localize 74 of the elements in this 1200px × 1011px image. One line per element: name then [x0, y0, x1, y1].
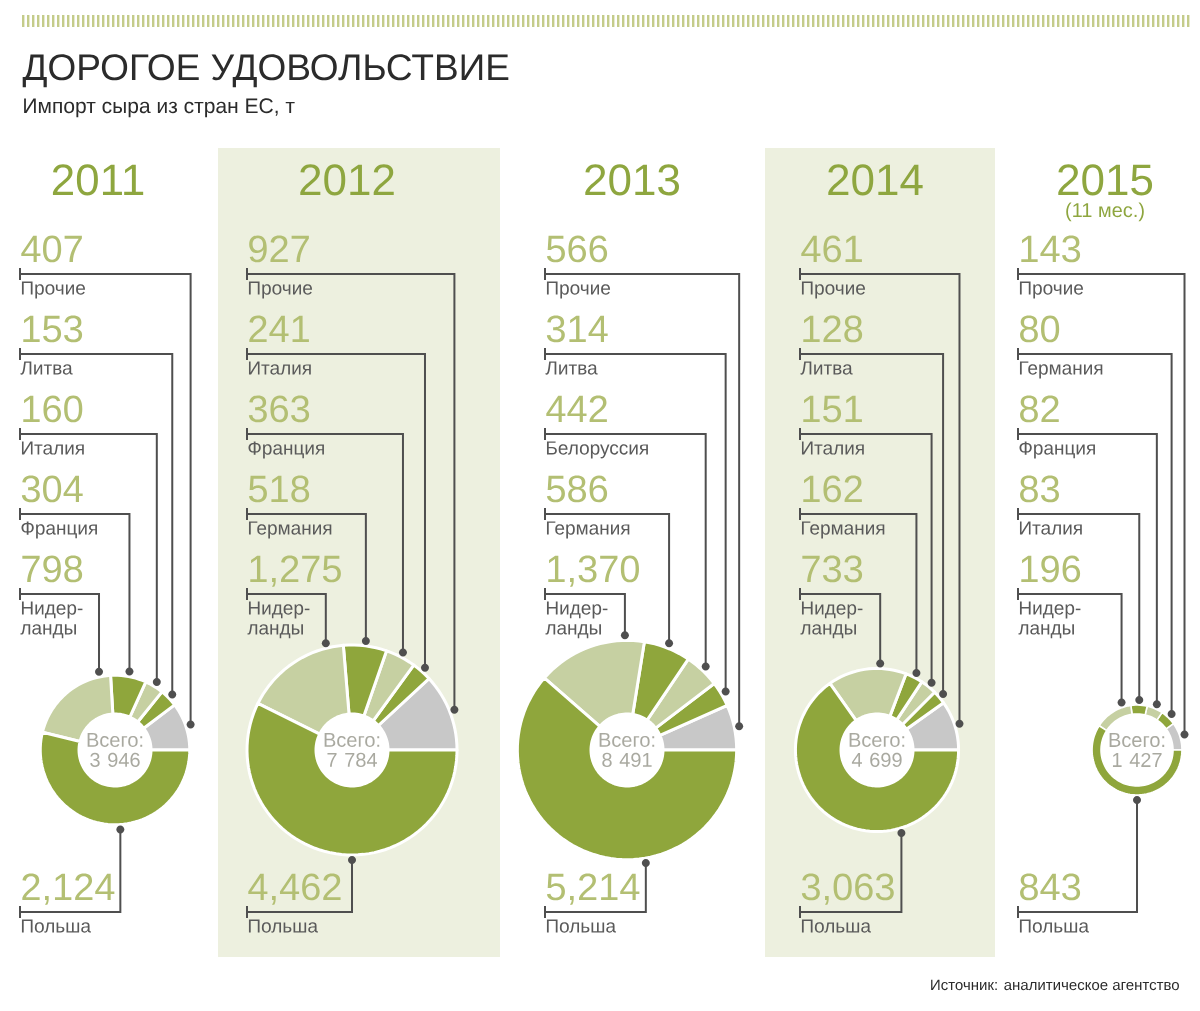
data-label: 843: [1020, 873, 1081, 901]
chart-title: 2011: [52, 164, 144, 196]
slice-label: Нидер-ланды: [800, 601, 863, 639]
slice-label: Литва: [545, 361, 598, 375]
slice-label: Польша: [21, 919, 91, 933]
data-label: 4,462: [248, 873, 341, 905]
data-label: 3,063: [801, 873, 894, 905]
data-label: 304: [21, 475, 83, 503]
slice-label: Прочие: [546, 281, 611, 299]
slice-label: Прочие: [248, 281, 313, 299]
slice-label: Польша: [1019, 919, 1089, 933]
text: Импорт сыра из стран ЕС, т: [24, 98, 295, 118]
data-label: 927: [249, 235, 309, 263]
data-label: 314: [546, 315, 608, 343]
chart-title: 2013: [585, 164, 680, 196]
data-label: 151: [803, 395, 862, 423]
data-label: 80: [1020, 315, 1060, 343]
data-label: 1,275: [250, 555, 341, 587]
text: Всего: 1 427: [1109, 733, 1165, 767]
text: Всего: 3 946: [87, 733, 143, 767]
slice-label: Германия: [801, 521, 885, 539]
data-label: 196: [1021, 555, 1081, 583]
data-label: 798: [22, 555, 83, 583]
data-label: 241: [249, 315, 309, 342]
text: Всего: 4 699: [849, 733, 905, 767]
slice-label: Франция: [21, 521, 97, 539]
text: Всего: 8 491: [599, 733, 655, 767]
slice-label: Литва: [20, 361, 73, 375]
text: Всего: 7 784: [324, 733, 380, 767]
slice-label: Белоруссия: [546, 441, 648, 459]
data-label: 160: [23, 395, 83, 423]
slice-label: Нидер-ланды: [20, 601, 83, 639]
text: Источник: аналитическое агентство: [931, 979, 1179, 991]
data-label: 363: [248, 395, 310, 423]
slice-label: Нидер-ланды: [1018, 601, 1081, 639]
data-label: 566: [546, 235, 608, 263]
slice-label: Польша: [248, 919, 319, 933]
data-label: 518: [248, 475, 310, 503]
slice-label: Нидер-ланды: [247, 601, 310, 639]
slice-label: Германия: [248, 521, 332, 539]
chart-title: 2014: [828, 164, 923, 196]
data-label: 407: [21, 235, 82, 263]
slice-label: Италия: [248, 361, 311, 375]
slice-label: Франция: [1019, 441, 1095, 459]
slice-label: Прочие: [801, 281, 866, 299]
slice-label: Италия: [21, 441, 84, 455]
slice-label: Нидер-ланды: [545, 601, 608, 639]
slice-label: Италия: [1019, 521, 1082, 535]
data-label: 461: [801, 235, 862, 263]
chart-title: 2012: [300, 164, 394, 196]
slice-label: Польша: [801, 919, 871, 933]
slice-label: Прочие: [21, 281, 86, 299]
slice-label: Литва: [800, 361, 853, 375]
data-label: 143: [1021, 235, 1081, 263]
data-label: 128: [803, 315, 863, 343]
data-label: 5,214: [546, 873, 640, 905]
chart-subtitle: (11 мес.): [1066, 202, 1144, 222]
data-label: 153: [23, 315, 83, 343]
data-label: 162: [803, 475, 862, 503]
data-label: 586: [546, 475, 608, 503]
data-label: 1,370: [548, 555, 639, 587]
data-label: 2,124: [22, 873, 115, 905]
slice-label: Германия: [546, 521, 630, 539]
slice-label: Италия: [801, 441, 864, 455]
slice-label: Польша: [546, 919, 617, 933]
data-label: 83: [1020, 475, 1059, 503]
data-label: 733: [802, 555, 863, 583]
data-label: 82: [1020, 395, 1059, 423]
text: ДОРОГОЕ УДОВОЛЬСТВИЕ: [22, 54, 509, 88]
chart-title: 2015: [1058, 164, 1153, 196]
data-label: 442: [546, 395, 607, 422]
slice-label: Франция: [248, 441, 324, 459]
slice-label: Прочие: [1019, 281, 1084, 299]
slice-label: Германия: [1019, 361, 1103, 379]
